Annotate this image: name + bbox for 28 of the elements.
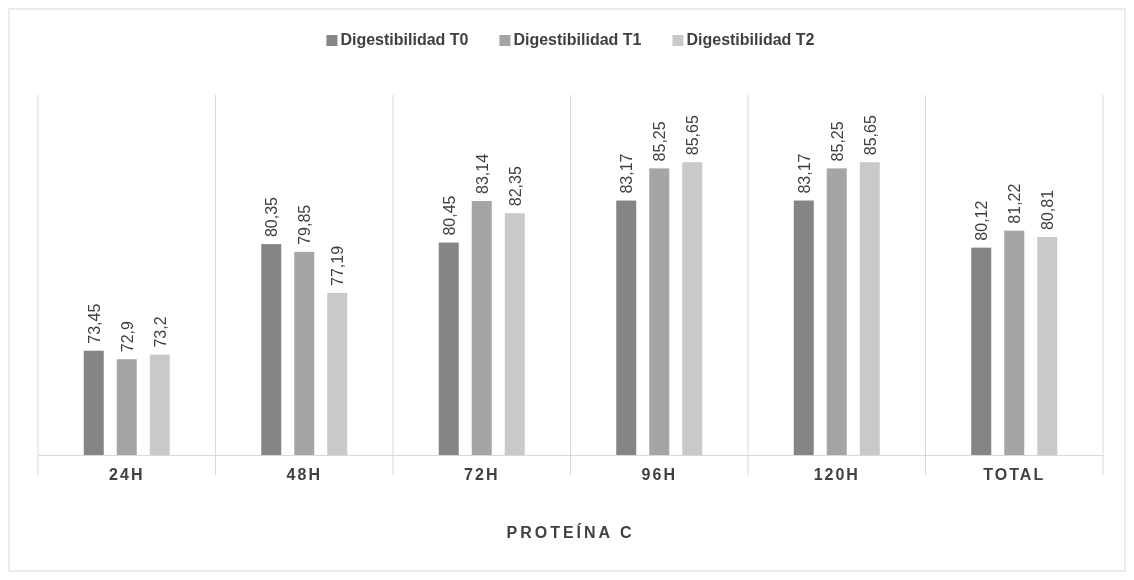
x-tick-label: 120H [813, 466, 860, 484]
data-label: 80,12 [973, 200, 991, 241]
legend-label: Digestibilidad T1 [513, 31, 642, 48]
data-label: 81,22 [1006, 183, 1024, 224]
data-label: 85,25 [828, 121, 846, 162]
data-label: 73,2 [151, 316, 169, 348]
x-tick-label: TOTAL [983, 466, 1046, 484]
x-tick-label: 72H [464, 466, 500, 484]
data-label: 83,14 [473, 153, 491, 194]
data-label: 77,19 [329, 245, 347, 286]
data-label: 79,85 [296, 204, 314, 245]
data-label: 85,65 [684, 115, 702, 156]
data-label: 80,35 [263, 196, 281, 238]
data-label: 85,65 [861, 115, 879, 156]
data-label: 83,17 [795, 153, 813, 194]
legend-label: Digestibilidad T0 [340, 31, 469, 48]
data-label: 82,35 [506, 166, 524, 207]
x-axis-title: PROTEÍNA C [506, 523, 635, 541]
x-tick-label: 24H [109, 466, 145, 484]
data-label: 85,25 [651, 121, 669, 162]
data-label: 83,17 [618, 153, 636, 194]
legend-label: Digestibilidad T2 [686, 31, 815, 48]
data-label: 80,45 [440, 195, 458, 236]
data-label: 80,81 [1039, 189, 1057, 230]
x-tick-label: 48H [286, 466, 322, 484]
x-tick-label: 96H [641, 466, 677, 484]
data-label: 72,9 [118, 320, 136, 353]
data-label: 73,45 [85, 303, 103, 344]
